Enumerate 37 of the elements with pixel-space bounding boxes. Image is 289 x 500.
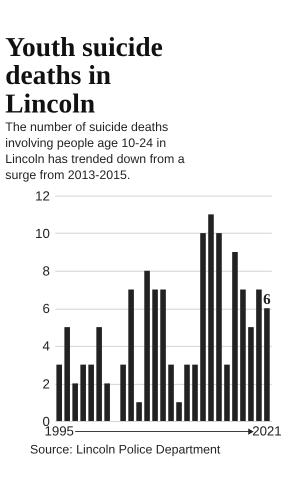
bar [200, 233, 206, 421]
bar [72, 383, 78, 421]
bar [184, 364, 190, 421]
bar [128, 290, 134, 421]
bar [176, 402, 182, 421]
bar [192, 364, 198, 421]
bar [80, 364, 86, 421]
chart-subtitle: The number of suicide deaths involving people age 10-24 in Lincoln has trended down from a surge from 2013-2015. [5, 120, 185, 182]
bar [160, 290, 166, 421]
bar [232, 252, 238, 421]
y-tick-label: 12 [35, 188, 50, 204]
y-tick-label: 4 [42, 338, 50, 354]
bar [256, 290, 262, 421]
bar [248, 327, 254, 421]
bar [88, 364, 94, 421]
bar [64, 327, 70, 421]
y-tick-label: 8 [42, 264, 50, 279]
bar [104, 383, 110, 421]
bar [208, 214, 214, 421]
bar [136, 402, 142, 421]
bar [96, 327, 102, 421]
bar [264, 308, 270, 421]
bar [152, 290, 158, 421]
bar [144, 270, 150, 421]
x-tick-label: 2021 [252, 424, 282, 439]
bar [240, 290, 246, 421]
y-tick-label: 10 [35, 226, 50, 242]
bar [56, 364, 62, 421]
bar [168, 364, 174, 421]
source-note: Source: Lincoln Police Department [30, 442, 221, 457]
chart-title: Youth suicide deaths in Lincoln [5, 32, 163, 119]
y-tick-label: 2 [42, 376, 50, 392]
bar [216, 233, 222, 421]
bar [224, 364, 230, 421]
data-label: 6 [263, 292, 272, 308]
y-tick-label: 6 [42, 301, 50, 316]
bar [120, 364, 126, 421]
